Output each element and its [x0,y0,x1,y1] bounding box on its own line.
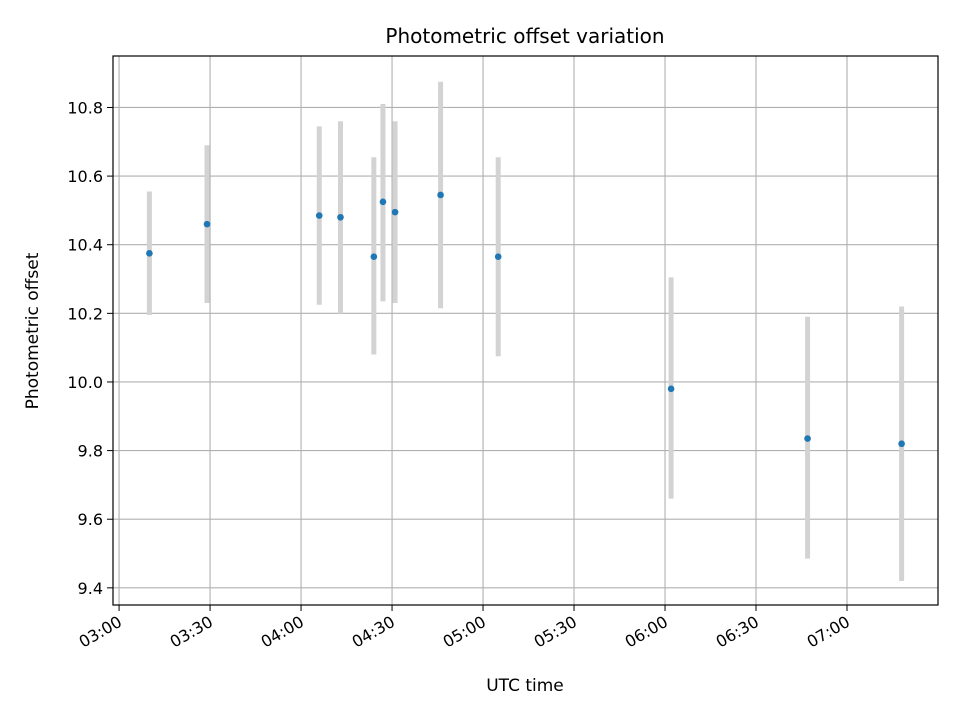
grid [113,56,938,605]
x-tick-label: 03:30 [167,612,216,652]
plot-area-frame [112,55,939,606]
x-tick-label: 06:00 [622,612,671,652]
chart-title: Photometric offset variation [385,24,664,48]
data-point [667,385,675,393]
data-point [391,208,399,216]
x-tick-label: 05:00 [440,612,489,652]
data-point [379,198,387,206]
data-point [898,440,905,448]
y-tick-label: 9.8 [78,442,103,461]
x-tick-label: 05:30 [531,612,580,652]
y-axis-title: Photometric offset [23,252,43,409]
y-tick-label: 9.6 [78,510,103,529]
data-point [203,220,211,228]
error-bars [146,81,905,581]
data-point [437,191,444,199]
x-tick-label: 04:00 [258,612,307,652]
y-tick-label: 10.2 [67,304,103,323]
x-tick-label: 03:00 [76,612,125,652]
y-tick-label: 10.6 [67,167,103,186]
x-tick-label: 07:00 [804,612,853,652]
y-tick-label: 10.8 [67,98,103,117]
data-point [315,212,323,219]
x-tick-label: 04:30 [349,612,398,652]
data-point [146,249,153,257]
data-points [146,191,905,448]
x-axis: 03:00 03:30 04:00 04:30 05:00 05:30 06:00 06:30… [76,605,853,652]
data-point [494,253,502,261]
data-point [370,253,378,261]
x-axis-title: UTC time [486,676,564,696]
data-point [337,213,344,221]
y-tick-label: 9.4 [78,579,103,598]
y-axis: 9.4 9.6 9.8 10.0 10.2 10.4 10.6 10.8 [67,98,113,598]
x-tick-label: 06:30 [713,612,762,652]
data-point [804,435,811,442]
y-tick-label: 10.4 [67,236,103,255]
y-tick-label: 10.0 [67,373,103,392]
